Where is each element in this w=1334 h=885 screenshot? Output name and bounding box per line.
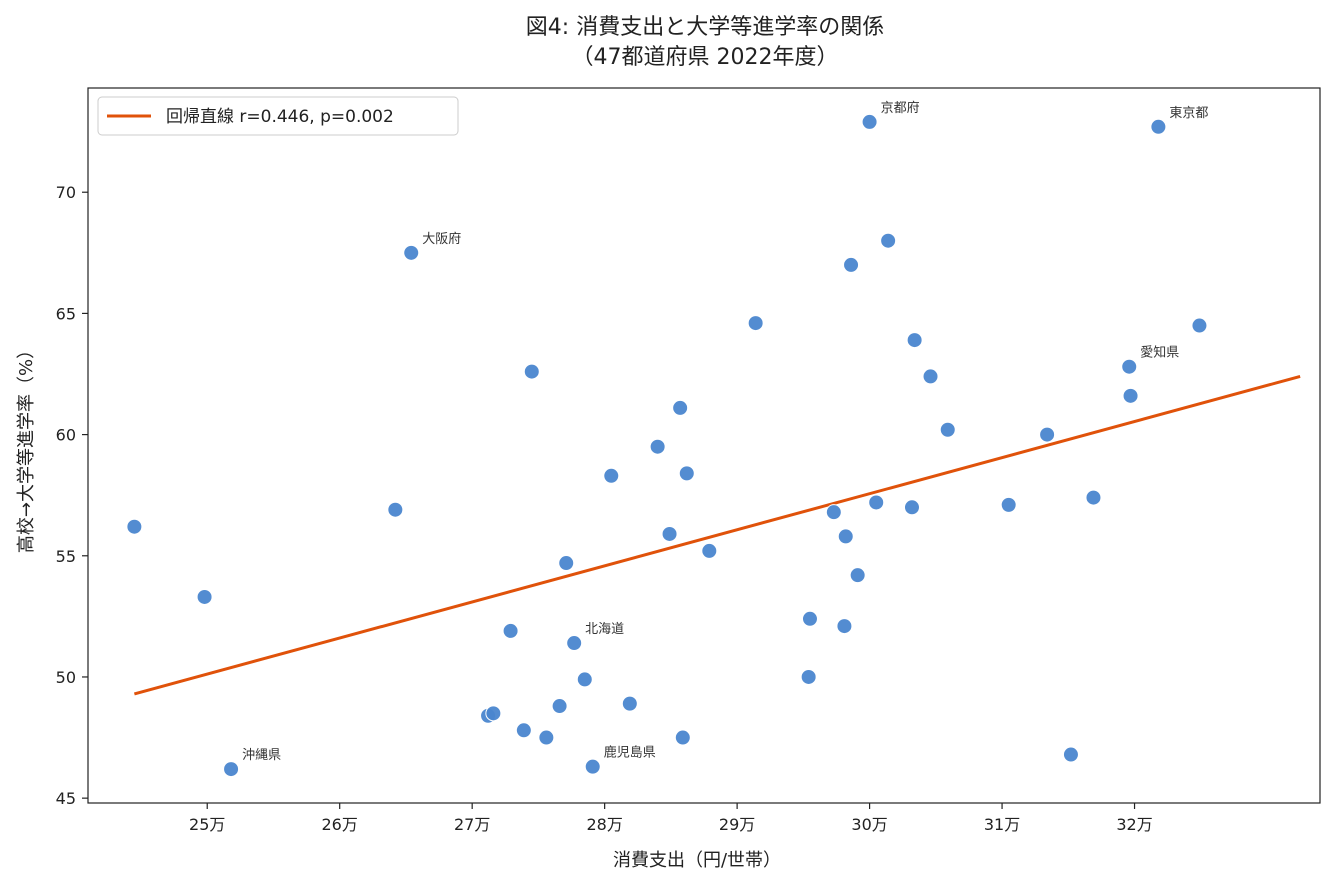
y-tick-label: 55 [56,547,76,566]
point-annotation: 大阪府 [422,232,461,247]
data-point [903,499,920,516]
data-point [584,758,601,775]
point-annotation: 東京都 [1169,105,1208,121]
data-point [603,467,620,484]
regression-line [133,374,1301,696]
data-point [1121,358,1138,375]
data-point [849,567,866,584]
data-point [939,421,956,438]
chart-title-line1: 図4: 消費支出と大学等進学率の関係 [526,15,884,40]
data-point [1191,317,1208,334]
y-tick-label: 45 [56,789,76,808]
data-point [672,399,689,416]
data-point [1085,489,1102,506]
data-point [747,315,764,332]
data-point [1000,496,1017,513]
y-axis: 45 50 55 60 65 70 [56,183,88,808]
x-axis: 25万 26万 27万 28万 29万 30万 31万 32万 [189,803,1153,834]
data-point [861,113,878,130]
chart-title-line2: （47都道府県 2022年度） [572,45,839,70]
point-annotation: 北海道 [585,622,624,637]
data-point [825,504,842,521]
legend-box [97,96,459,136]
data-point [678,465,695,482]
legend: 回帰直線 r=0.446, p=0.002 [97,96,459,136]
y-tick-label: 70 [56,183,76,202]
data-point [880,232,897,249]
data-point [558,555,575,572]
data-point [836,618,853,635]
data-point [701,542,718,559]
y-tick-label: 50 [56,668,76,687]
data-point [1062,746,1079,763]
data-point [196,588,213,605]
data-point [126,518,143,535]
plot-area [87,87,1321,804]
x-tick-label: 27万 [454,815,490,834]
data-point [223,761,240,778]
data-point [922,368,939,385]
data-point [621,695,638,712]
x-tick-label: 26万 [322,815,358,834]
data-points [126,113,1208,778]
data-point [1150,118,1167,135]
data-point [868,494,885,511]
point-annotation: 京都府 [881,101,920,116]
data-point [1122,387,1139,404]
x-tick-label: 28万 [586,815,622,834]
data-point [1039,426,1056,443]
data-point [515,722,532,739]
data-point [674,729,691,746]
point-annotation: 鹿児島県 [604,745,656,761]
data-point [485,705,502,722]
x-axis-label: 消費支出（円/世帯） [613,850,781,871]
x-tick-label: 31万 [984,815,1020,834]
data-point [566,635,583,652]
data-point [801,610,818,627]
y-tick-label: 60 [56,426,76,445]
data-point [649,438,666,455]
data-point [661,525,678,542]
data-point [843,256,860,273]
data-point [538,729,555,746]
data-point [906,332,923,349]
y-axis-label: 高校→大学等進学率（%） [16,341,37,553]
data-point [387,501,404,518]
x-tick-label: 25万 [189,815,225,834]
point-annotation: 沖縄県 [242,748,281,763]
x-tick-label: 30万 [851,815,887,834]
data-point [800,668,817,685]
x-tick-label: 29万 [719,815,755,834]
data-point [523,363,540,380]
data-point [837,528,854,545]
data-point [576,671,593,688]
data-point [551,698,568,715]
data-point [502,622,519,639]
y-tick-label: 65 [56,304,76,323]
point-annotation: 愛知県 [1140,345,1179,361]
data-point [403,244,420,261]
legend-label: 回帰直線 r=0.446, p=0.002 [166,107,394,127]
x-tick-label: 32万 [1116,815,1152,834]
